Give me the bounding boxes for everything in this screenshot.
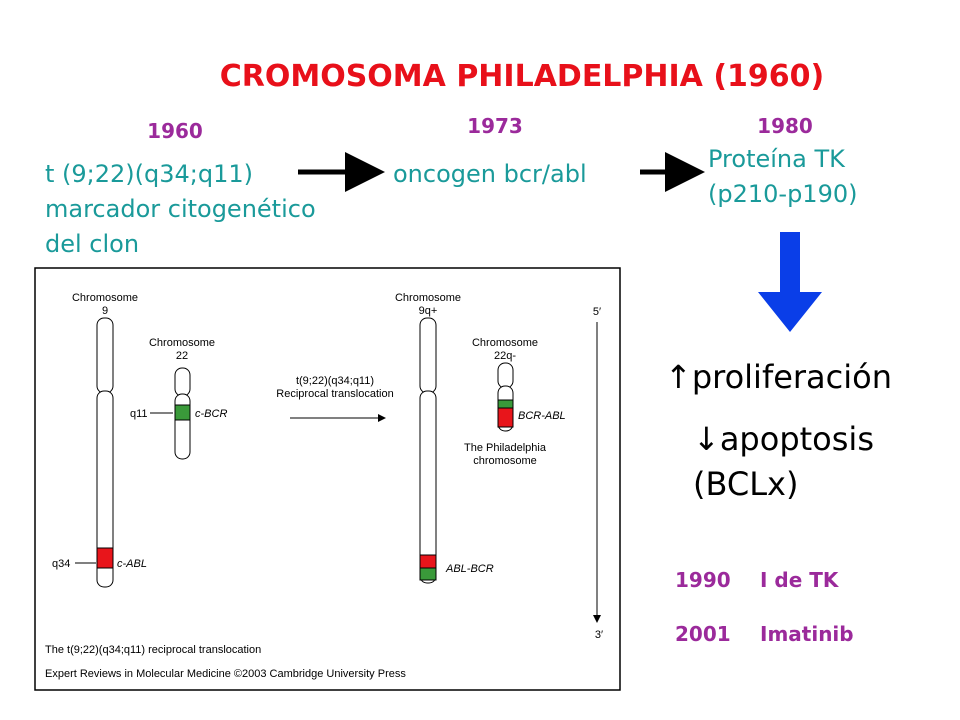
credit: Expert Reviews in Molecular Medicine ©20… <box>45 668 406 680</box>
band <box>497 407 514 428</box>
title: CROMOSOMA PHILADELPHIA (1960) <box>220 59 825 94</box>
label: t(9;22)(q34;q11) <box>296 375 374 387</box>
band <box>419 554 437 569</box>
label: 22 <box>176 350 188 362</box>
label: The Philadelphia <box>464 442 547 454</box>
down-arrow <box>758 232 822 332</box>
label: chromosome <box>473 455 537 467</box>
label: Chromosome <box>72 292 138 304</box>
band <box>174 404 191 421</box>
label: 22q- <box>494 350 516 362</box>
band <box>497 399 514 409</box>
label: Reciprocal translocation <box>276 388 393 400</box>
effect: (BCLx) <box>693 465 798 503</box>
label: q34 <box>52 558 70 570</box>
band <box>419 567 437 581</box>
chromosome-arm <box>497 362 514 389</box>
label: 9 <box>102 305 108 317</box>
label: 5′ <box>593 306 601 318</box>
label: Chromosome <box>395 292 461 304</box>
chromosome-arm <box>96 390 114 588</box>
label: Chromosome <box>472 337 538 349</box>
milestone-year: 1990 <box>675 568 731 592</box>
step-text: del clon <box>45 230 139 258</box>
label: q11 <box>130 408 148 420</box>
chromosome-arm <box>419 390 437 584</box>
chromosome-arm <box>419 317 437 394</box>
effect: ↑proliferación <box>665 358 892 396</box>
milestone-year: 2001 <box>675 622 731 646</box>
label: 3′ <box>595 629 603 641</box>
label: c-ABL <box>117 558 147 570</box>
caption: The t(9;22)(q34;q11) reciprocal transloc… <box>45 644 261 656</box>
label: 9q+ <box>419 305 438 317</box>
year: 1973 <box>467 114 523 138</box>
figure: Chromosome 9 Chromosome 22 q11 c-BCR t(9… <box>34 267 621 691</box>
chromosome-arm <box>174 367 191 397</box>
chromosome-arm <box>96 317 114 394</box>
band <box>96 547 114 569</box>
label: ABL-BCR <box>445 563 494 575</box>
step-text: t (9;22)(q34;q11) <box>45 160 253 188</box>
year: 1960 <box>147 119 203 143</box>
figure-frame <box>34 267 621 691</box>
step-text: Proteína TK <box>708 145 846 173</box>
step-text: oncogen bcr/abl <box>393 160 587 188</box>
step-text: (p210-p190) <box>708 180 857 208</box>
step-text: marcador citogenético <box>45 195 316 223</box>
label: BCR-ABL <box>518 410 566 422</box>
milestone-label: I de TK <box>760 568 840 592</box>
effect: ↓apoptosis <box>693 420 874 458</box>
year: 1980 <box>757 114 813 138</box>
label: c-BCR <box>195 408 227 420</box>
label: Chromosome <box>149 337 215 349</box>
milestone-label: Imatinib <box>760 622 854 646</box>
chromosome-arm <box>174 393 191 460</box>
